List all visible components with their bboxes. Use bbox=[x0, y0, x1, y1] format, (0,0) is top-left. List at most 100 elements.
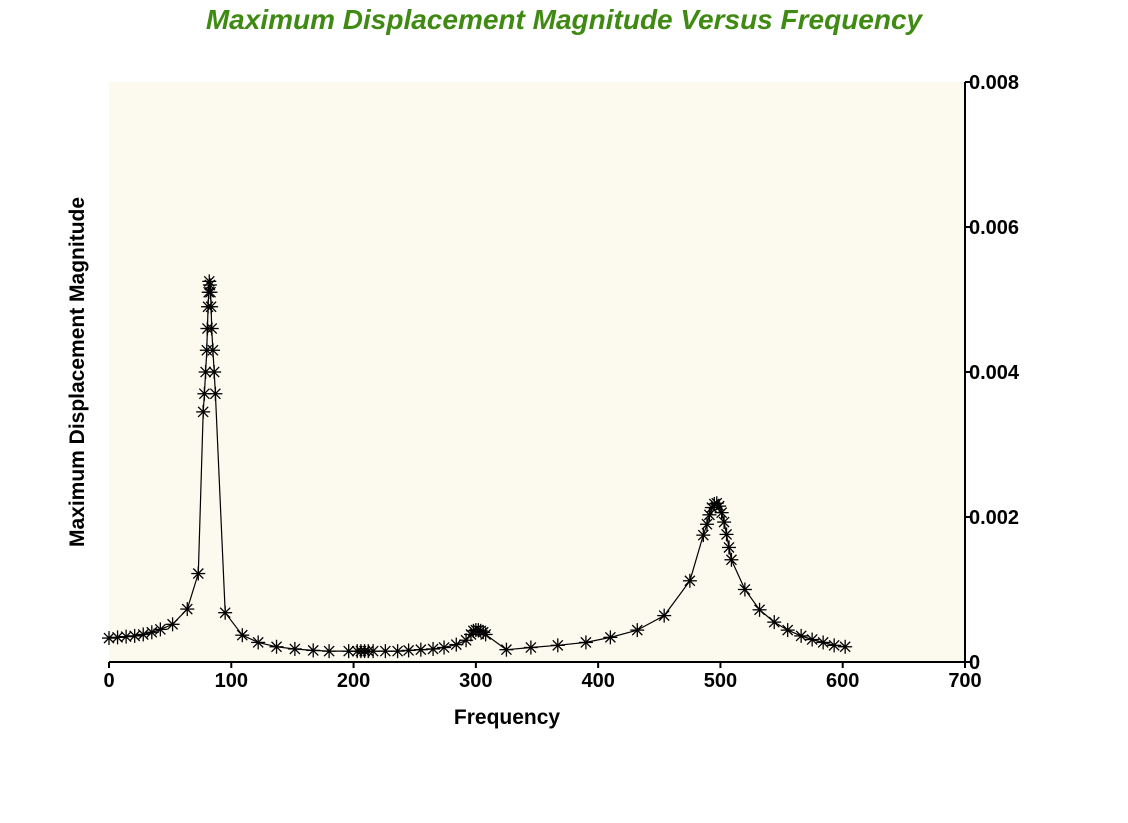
y-tick-label: 0.004 bbox=[969, 362, 1020, 384]
x-axis-label: Frequency bbox=[454, 706, 561, 729]
data-point bbox=[550, 638, 565, 653]
marker-stroke bbox=[392, 645, 404, 657]
marker-stroke bbox=[403, 644, 415, 656]
marker-stroke bbox=[721, 528, 733, 540]
data-point bbox=[390, 644, 405, 659]
x-tick-label: 300 bbox=[459, 670, 492, 692]
data-point bbox=[780, 623, 795, 638]
x-tick-label: 400 bbox=[581, 670, 614, 692]
data-point bbox=[235, 628, 250, 643]
marker-stroke bbox=[658, 610, 670, 622]
data-point bbox=[499, 642, 514, 657]
data-point bbox=[714, 505, 729, 520]
x-tick-label: 200 bbox=[337, 670, 370, 692]
marker-stroke bbox=[323, 645, 335, 657]
marker-stroke bbox=[684, 575, 696, 587]
marker-stroke bbox=[427, 643, 439, 655]
marker-stroke bbox=[450, 639, 462, 651]
marker-stroke bbox=[768, 616, 780, 628]
marker-stroke bbox=[739, 584, 751, 595]
marker-stroke bbox=[631, 624, 643, 636]
marker-stroke bbox=[817, 636, 829, 648]
marker-stroke bbox=[208, 366, 220, 378]
marker-stroke bbox=[472, 624, 484, 636]
data-point bbox=[165, 617, 180, 632]
marker-stroke bbox=[289, 643, 301, 655]
data-point bbox=[805, 632, 820, 647]
marker-stroke bbox=[236, 629, 248, 641]
marker-stroke bbox=[525, 642, 537, 653]
marker-stroke bbox=[367, 645, 379, 657]
x-tick-label: 500 bbox=[704, 670, 737, 692]
marker-stroke bbox=[219, 607, 231, 619]
y-tick-label: 0.002 bbox=[969, 507, 1019, 529]
data-point bbox=[366, 644, 381, 659]
data-point bbox=[478, 627, 493, 642]
marker-stroke bbox=[198, 388, 210, 400]
marker-stroke bbox=[500, 644, 512, 656]
marker-stroke bbox=[197, 406, 209, 418]
data-point bbox=[827, 638, 842, 653]
marker-stroke bbox=[725, 554, 737, 566]
x-tick-label: 0 bbox=[103, 670, 114, 692]
y-axis-label: Maximum Displacement Magnitude bbox=[66, 197, 89, 547]
data-point bbox=[191, 566, 206, 581]
data-point bbox=[378, 644, 393, 659]
data-point bbox=[208, 386, 223, 401]
data-point bbox=[603, 630, 618, 645]
data-point bbox=[719, 527, 734, 542]
marker-stroke bbox=[708, 498, 720, 510]
data-point bbox=[767, 615, 782, 630]
marker-stroke bbox=[209, 388, 221, 400]
marker-stroke bbox=[167, 618, 179, 630]
y-tick-label: 0.008 bbox=[969, 72, 1019, 94]
plot-area bbox=[109, 82, 965, 662]
marker-stroke bbox=[252, 636, 264, 648]
data-point bbox=[205, 343, 220, 358]
marker-stroke bbox=[604, 631, 616, 643]
data-point bbox=[136, 627, 151, 642]
marker-stroke bbox=[806, 634, 818, 646]
marker-stroke bbox=[828, 639, 840, 651]
marker-stroke bbox=[120, 631, 132, 643]
data-point bbox=[180, 602, 195, 617]
data-point bbox=[737, 582, 752, 597]
data-point bbox=[630, 623, 645, 638]
marker-stroke bbox=[129, 630, 141, 642]
data-point bbox=[413, 642, 428, 657]
data-point bbox=[119, 629, 134, 644]
marker-stroke bbox=[723, 541, 735, 553]
marker-stroke bbox=[271, 641, 283, 653]
data-point bbox=[523, 640, 538, 655]
marker-stroke bbox=[307, 644, 319, 656]
data-point bbox=[437, 640, 452, 655]
marker-stroke bbox=[438, 642, 450, 653]
marker-stroke bbox=[154, 623, 166, 635]
data-point bbox=[657, 608, 672, 623]
data-point bbox=[204, 321, 219, 336]
data-point bbox=[204, 299, 219, 314]
marker-stroke bbox=[716, 507, 728, 519]
data-marks bbox=[102, 274, 853, 659]
marker-stroke bbox=[718, 516, 730, 528]
marker-stroke bbox=[839, 641, 851, 653]
data-point bbox=[306, 643, 321, 658]
data-point bbox=[287, 641, 302, 656]
marker-stroke bbox=[343, 645, 355, 657]
data-point bbox=[578, 635, 593, 650]
marker-stroke bbox=[205, 301, 217, 313]
data-point bbox=[717, 515, 732, 530]
axes: 0 100 200 300 400 500 600 70000.0020.0040.0060.… bbox=[103, 72, 1019, 692]
marker-stroke bbox=[475, 625, 487, 637]
marker-stroke bbox=[415, 644, 427, 656]
data-point bbox=[269, 639, 284, 654]
marker-stroke bbox=[754, 604, 766, 616]
data-point bbox=[322, 644, 337, 659]
data-point bbox=[207, 365, 222, 379]
x-tick-label: 100 bbox=[215, 670, 248, 692]
marker-stroke bbox=[206, 323, 218, 334]
data-point bbox=[153, 622, 168, 637]
y-tick-label: 0.006 bbox=[969, 217, 1019, 239]
marker-stroke bbox=[204, 286, 216, 298]
